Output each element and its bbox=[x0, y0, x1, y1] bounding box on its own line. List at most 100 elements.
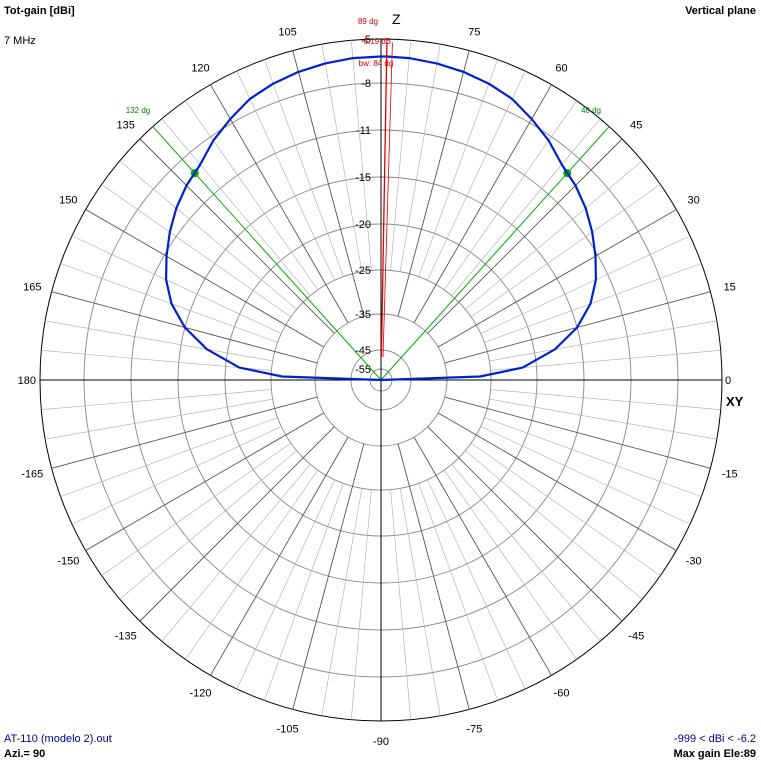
beamwidth-label: bw: 84 dg bbox=[359, 59, 394, 68]
grid-spoke bbox=[451, 464, 601, 642]
grid-spoke bbox=[85, 209, 325, 348]
azimuth-label: Azi.= 90 bbox=[4, 748, 45, 760]
grid-spoke bbox=[451, 118, 601, 296]
max-angle-label: 89 dg bbox=[358, 17, 378, 26]
angle-tick-label: -105 bbox=[277, 724, 299, 736]
angle-tick-label: -60 bbox=[554, 688, 570, 700]
grid-spoke bbox=[413, 436, 552, 676]
grid-spoke bbox=[427, 138, 623, 334]
radial-tick-label: -15 bbox=[355, 172, 371, 184]
grid-spoke bbox=[71, 235, 282, 334]
grid-spoke bbox=[418, 483, 498, 701]
grid-spoke bbox=[264, 483, 344, 701]
grid-spoke bbox=[210, 436, 349, 676]
beamwidth-line bbox=[380, 126, 610, 381]
grid-spoke bbox=[292, 443, 365, 710]
angle-tick-label: 45 bbox=[630, 120, 642, 132]
max-gain-elevation: Max gain Ele:89 bbox=[673, 748, 756, 760]
grid-spoke bbox=[41, 349, 272, 371]
grid-spoke bbox=[51, 396, 318, 469]
grid-spoke bbox=[60, 263, 278, 343]
radial-tick-label: -35 bbox=[355, 309, 371, 321]
grid-spoke bbox=[264, 59, 344, 277]
grid-spoke bbox=[390, 489, 412, 720]
radial-tick-label: -20 bbox=[355, 219, 371, 231]
grid-spoke bbox=[427, 70, 526, 281]
grid-spoke bbox=[390, 40, 412, 271]
right-3db-angle-label: 48 dg bbox=[581, 106, 601, 115]
max-gain-line-secondary bbox=[382, 42, 393, 358]
grid-spoke bbox=[161, 464, 311, 642]
grid-spoke bbox=[185, 100, 319, 291]
angle-tick-label: 120 bbox=[191, 62, 209, 74]
grid-spoke bbox=[399, 44, 441, 272]
plane-label: Vertical plane bbox=[685, 5, 756, 17]
grid-spoke bbox=[444, 396, 711, 469]
grid-spoke bbox=[397, 443, 470, 710]
grid-spoke bbox=[484, 417, 702, 497]
pattern-series bbox=[165, 55, 598, 382]
grid-spoke bbox=[350, 40, 372, 271]
angle-tick-label: 60 bbox=[555, 62, 567, 74]
frequency-label: 7 MHz bbox=[4, 35, 36, 47]
grid-spoke bbox=[443, 469, 577, 660]
grid-spoke bbox=[437, 209, 677, 348]
radial-tick-label: -55 bbox=[355, 364, 371, 376]
grid-spoke bbox=[292, 50, 365, 317]
beamwidth-line bbox=[152, 126, 382, 381]
angle-tick-label: -30 bbox=[686, 556, 702, 568]
angle-tick-label: -45 bbox=[628, 630, 644, 642]
angle-tick-label: -165 bbox=[21, 468, 43, 480]
grid-spoke bbox=[41, 389, 272, 411]
left-3db-angle-label: 132 dg bbox=[126, 106, 150, 115]
radial-tick-label: -25 bbox=[355, 265, 371, 277]
grid-spoke bbox=[101, 184, 292, 318]
angle-labels: 0 15 30 45 60 75 105 120 135 150 165 180 -165 -150 -13… bbox=[18, 26, 738, 748]
grid-spoke bbox=[413, 84, 552, 324]
grid-spoke bbox=[427, 479, 526, 690]
angle-tick-label: -75 bbox=[466, 724, 482, 736]
radial-labels: -5 -8 -11 -15 -20 -25 -35 -45 -55 bbox=[355, 34, 371, 376]
angle-tick-label: -135 bbox=[115, 630, 137, 642]
radial-tick-label: -8 bbox=[361, 78, 371, 90]
grid-spoke bbox=[418, 59, 498, 277]
grid-spoke bbox=[465, 450, 643, 600]
grid-spokes bbox=[41, 40, 721, 720]
radial-tick-label: -11 bbox=[356, 125, 371, 137]
angle-tick-label: 30 bbox=[688, 195, 700, 207]
grid-spoke bbox=[484, 263, 702, 343]
max-gain-label: -6.19 dB bbox=[361, 37, 391, 46]
radial-tick-label: -45 bbox=[355, 345, 371, 357]
grid-spoke bbox=[210, 84, 349, 324]
grid-spoke bbox=[119, 450, 297, 600]
angle-tick-label: 0 bbox=[725, 375, 731, 387]
radial-tick-label: -5 bbox=[361, 34, 371, 46]
chart-title: Tot-gain [dBi] bbox=[4, 5, 75, 17]
grid-spoke bbox=[161, 118, 311, 296]
grid-spoke bbox=[465, 160, 643, 310]
grid-spoke bbox=[480, 426, 691, 525]
pattern-line bbox=[165, 55, 598, 382]
angle-tick-label: 105 bbox=[278, 26, 296, 38]
grid-spoke bbox=[119, 160, 297, 310]
angle-tick-label: -15 bbox=[722, 468, 738, 480]
grid-spoke bbox=[490, 389, 721, 411]
grid-spoke bbox=[236, 479, 335, 690]
grid-spoke bbox=[350, 489, 372, 720]
grid-spoke bbox=[490, 349, 721, 371]
grid-spoke bbox=[489, 398, 717, 440]
grid-spoke bbox=[185, 469, 319, 660]
angle-tick-label: 15 bbox=[724, 282, 736, 294]
grid-spoke bbox=[399, 488, 441, 716]
angle-tick-label: -90 bbox=[373, 736, 389, 748]
grid-spoke bbox=[427, 426, 623, 622]
grid-spoke bbox=[397, 50, 470, 317]
angle-tick-label: 75 bbox=[468, 26, 480, 38]
angle-tick-label: 150 bbox=[59, 195, 77, 207]
grid-spoke bbox=[139, 426, 335, 622]
grid-spoke bbox=[236, 70, 335, 281]
grid-spoke bbox=[60, 417, 278, 497]
grid-spoke bbox=[139, 138, 335, 334]
grid-spoke bbox=[45, 320, 273, 362]
